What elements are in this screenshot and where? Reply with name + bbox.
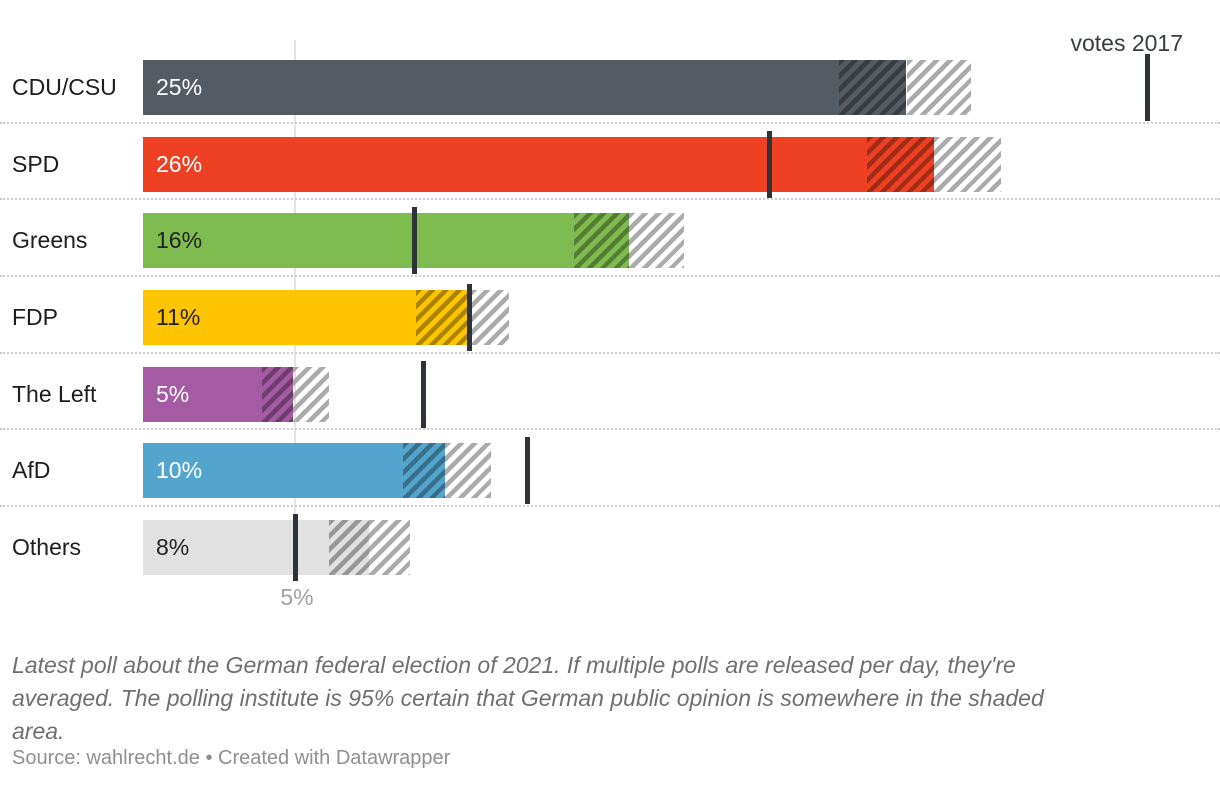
bar-solid (143, 136, 867, 192)
value-label: 11% (156, 304, 201, 330)
bar-solid (143, 443, 403, 499)
bar-ci-hatch-above-value (471, 290, 510, 345)
bar-ci-hatch-above-value (906, 60, 971, 115)
value-label: 25% (156, 74, 203, 100)
bar-ci-hatch-above-value (445, 443, 492, 499)
chart-description: Latest poll about the German federal ele… (12, 649, 1202, 748)
chart-row: SPD 26% (0, 124, 1220, 201)
bar-ci-hatch-below-value (573, 213, 629, 269)
description-line: averaged. The polling institute is 95% c… (12, 685, 1044, 711)
chart-row: Greens 16% (0, 200, 1220, 277)
source-attribution: Source: wahlrecht.de • Created with Data… (12, 747, 451, 769)
bar-ci-hatch-above-value (292, 366, 330, 422)
bar-ci-hatch-above-value (368, 520, 411, 576)
chart-row: AfD 10% (0, 430, 1220, 507)
description-line: area. (12, 718, 65, 744)
bar-ci-hatch-below-value (262, 366, 293, 422)
bar-solid (143, 366, 263, 422)
category-label: FDP (12, 304, 58, 330)
chart-row: The Left 5% (0, 354, 1220, 431)
x-axis-tick-label: 5% (280, 584, 314, 610)
category-label: CDU/CSU (12, 74, 117, 100)
votes-2017-tick (293, 514, 299, 582)
category-label: AfD (12, 457, 51, 484)
votes-2017-tick (766, 130, 772, 198)
bar-ci-hatch-above-value (933, 136, 1002, 192)
chart-row: Others 8% (0, 507, 1220, 584)
votes-2017-tick (421, 360, 427, 428)
votes-2017-tick (525, 437, 531, 505)
bar-solid (143, 60, 840, 115)
category-label: Greens (12, 227, 88, 254)
bar-ci-hatch-below-value (416, 290, 472, 345)
votes-2017-tick (412, 207, 418, 275)
votes-2017-legend-label: votes 2017 (1070, 30, 1183, 56)
bar-ci-hatch-below-value (839, 60, 907, 115)
value-label: 8% (156, 534, 190, 561)
bar-ci-hatch-above-value (628, 213, 684, 269)
category-label: Others (12, 534, 82, 561)
votes-2017-tick (467, 284, 473, 351)
votes-2017-tick (1145, 54, 1151, 121)
description-line: Latest poll about the German federal ele… (12, 652, 1016, 678)
bar-solid (143, 520, 330, 576)
value-label: 10% (156, 457, 203, 484)
bar-ci-hatch-below-value (866, 136, 934, 192)
chart-row: FDP 11% (0, 277, 1220, 354)
bar-solid (143, 290, 417, 345)
bar-ci-hatch-below-value (402, 443, 446, 499)
category-label: The Left (12, 380, 97, 407)
bar-solid (143, 213, 574, 269)
value-label: 16% (156, 227, 203, 254)
value-label: 26% (156, 150, 203, 177)
value-label: 5% (156, 380, 190, 407)
chart-row: CDU/CSU 25% (0, 47, 1220, 124)
category-label: SPD (12, 150, 60, 177)
bar-ci-hatch-below-value (329, 520, 369, 576)
